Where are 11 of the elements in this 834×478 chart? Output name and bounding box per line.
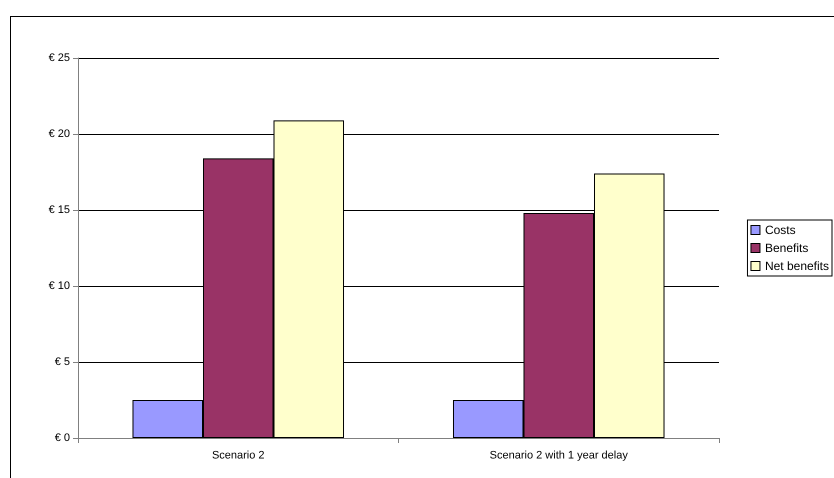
y-tick-label: € 20 bbox=[48, 128, 70, 140]
x-tick-label: Scenario 2 bbox=[212, 450, 265, 462]
x-tick-label: Scenario 2 with 1 year delay bbox=[490, 450, 628, 462]
legend-label: Benefits bbox=[764, 241, 808, 255]
legend-label: Costs bbox=[764, 223, 796, 237]
y-tick-label: € 25 bbox=[48, 52, 70, 64]
y-tick-label: € 10 bbox=[48, 280, 70, 292]
y-tick-label: € 15 bbox=[48, 204, 70, 216]
y-tick-label: € 5 bbox=[54, 356, 70, 368]
y-tick-label: € 0 bbox=[54, 432, 70, 444]
legend-label: Net benefits bbox=[764, 259, 830, 273]
